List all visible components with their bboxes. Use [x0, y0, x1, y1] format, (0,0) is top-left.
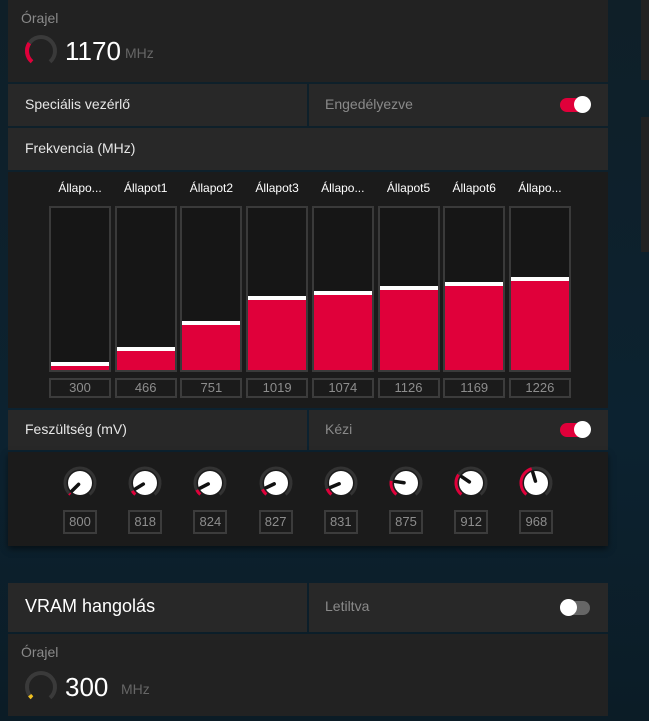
side-panel-edge: [641, 0, 649, 80]
vram-status: Letiltva: [325, 598, 370, 614]
voltage-toggle-cell[interactable]: Kézi: [309, 410, 608, 450]
state-label: Állapo...: [58, 181, 102, 195]
frequency-slider[interactable]: [246, 206, 309, 372]
vram-clock-label: Órajel: [21, 644, 59, 660]
vram-toggle[interactable]: [560, 599, 590, 616]
clock-value: 1170: [65, 36, 121, 66]
voltage-value-input[interactable]: 875: [389, 510, 423, 534]
vram-clock-unit: MHz: [121, 681, 150, 697]
frequency-bar-fill: [379, 290, 438, 370]
vram-clock-panel: Órajel 300 MHz: [8, 634, 608, 716]
frequency-slider[interactable]: [114, 206, 177, 372]
frequency-value-input[interactable]: 1226: [508, 378, 571, 398]
voltage-knob[interactable]: [259, 466, 293, 500]
frequency-value-input[interactable]: 1074: [311, 378, 374, 398]
frequency-slider-handle[interactable]: [182, 320, 241, 325]
voltage-value-input[interactable]: 912: [454, 510, 489, 534]
side-panel-edge: [641, 117, 649, 252]
frequency-bar-fill: [445, 286, 504, 370]
voltage-value-input[interactable]: 818: [128, 510, 163, 534]
voltage-knobs-area: [8, 452, 608, 546]
voltage-value-input[interactable]: 800: [63, 510, 97, 534]
frequency-header: Frekvencia (MHz): [8, 128, 608, 170]
custom-control-toggle[interactable]: [560, 96, 591, 113]
voltage-knob[interactable]: [128, 466, 162, 500]
voltage-value-input[interactable]: 827: [258, 510, 293, 534]
frequency-slider-handle[interactable]: [445, 282, 504, 287]
custom-control-label-cell: Speciális vezérlő: [8, 84, 307, 126]
frequency-bar-fill: [116, 350, 175, 370]
voltage-knob[interactable]: [519, 466, 553, 500]
vram-toggle-cell[interactable]: Letiltva: [309, 583, 608, 632]
state-label: Állapot1: [124, 181, 168, 195]
vram-title: VRAM hangolás: [25, 596, 156, 616]
voltage-title: Feszültség (mV): [25, 421, 127, 437]
frequency-slider[interactable]: [311, 206, 374, 372]
frequency-slider[interactable]: [180, 206, 243, 372]
frequency-slider-handle[interactable]: [510, 276, 569, 281]
frequency-slider-handle[interactable]: [313, 290, 372, 295]
voltage-knob[interactable]: [193, 466, 227, 500]
frequency-bar-fill: [313, 294, 372, 370]
state-label: Állapot6: [452, 181, 496, 195]
voltage-value-input[interactable]: 831: [323, 510, 358, 534]
voltage-value-input[interactable]: 968: [519, 510, 554, 534]
frequency-slider-handle[interactable]: [51, 362, 109, 367]
vram-clock-value: 300: [65, 672, 109, 702]
frequency-value-input[interactable]: 1126: [377, 378, 440, 398]
voltage-value-input[interactable]: 824: [193, 510, 228, 534]
custom-control-label: Speciális vezérlő: [25, 96, 131, 112]
frequency-value-input[interactable]: 466: [114, 378, 177, 398]
voltage-toggle[interactable]: [560, 421, 591, 438]
frequency-value-input[interactable]: 1169: [443, 378, 506, 398]
frequency-bar-fill: [510, 280, 569, 370]
frequency-bar-fill: [51, 366, 109, 370]
clock-unit: MHz: [125, 45, 154, 61]
gpu-clock-panel: Órajel 1170 MHz: [8, 0, 608, 82]
voltage-knob[interactable]: [454, 466, 488, 500]
clock-label: Órajel: [21, 10, 59, 26]
frequency-bar-fill: [248, 299, 307, 370]
voltage-knob[interactable]: [63, 466, 97, 500]
custom-control-toggle-cell[interactable]: Engedélyezve: [309, 84, 608, 126]
state-label: Állapo...: [518, 181, 562, 195]
state-label: Állapot2: [189, 181, 234, 195]
frequency-value-input[interactable]: 300: [49, 378, 111, 398]
frequency-value-input[interactable]: 1019: [246, 378, 309, 398]
custom-control-status: Engedélyezve: [325, 96, 413, 112]
frequency-slider[interactable]: [508, 206, 571, 372]
vram-label-cell: VRAM hangolás: [8, 583, 307, 632]
frequency-slider[interactable]: [377, 206, 440, 372]
state-label: Állapot3: [255, 181, 299, 195]
frequency-value-input[interactable]: 751: [180, 378, 243, 398]
state-label: Állapot5: [386, 181, 431, 195]
frequency-slider[interactable]: [49, 206, 111, 372]
voltage-knob[interactable]: [389, 466, 423, 500]
frequency-slider-handle[interactable]: [248, 295, 307, 300]
clock-gauge-icon: [25, 35, 57, 64]
state-label: Állapo...: [321, 181, 365, 195]
frequency-title: Frekvencia (MHz): [25, 140, 136, 156]
frequency-slider[interactable]: [443, 206, 506, 372]
frequency-slider-handle[interactable]: [116, 346, 175, 351]
voltage-status: Kézi: [325, 421, 353, 437]
voltage-label-cell: Feszültség (mV): [8, 410, 307, 450]
voltage-knob[interactable]: [324, 466, 358, 500]
frequency-bar-fill: [182, 324, 241, 370]
frequency-slider-handle[interactable]: [379, 286, 438, 291]
vram-clock-gauge-icon: [25, 671, 57, 700]
